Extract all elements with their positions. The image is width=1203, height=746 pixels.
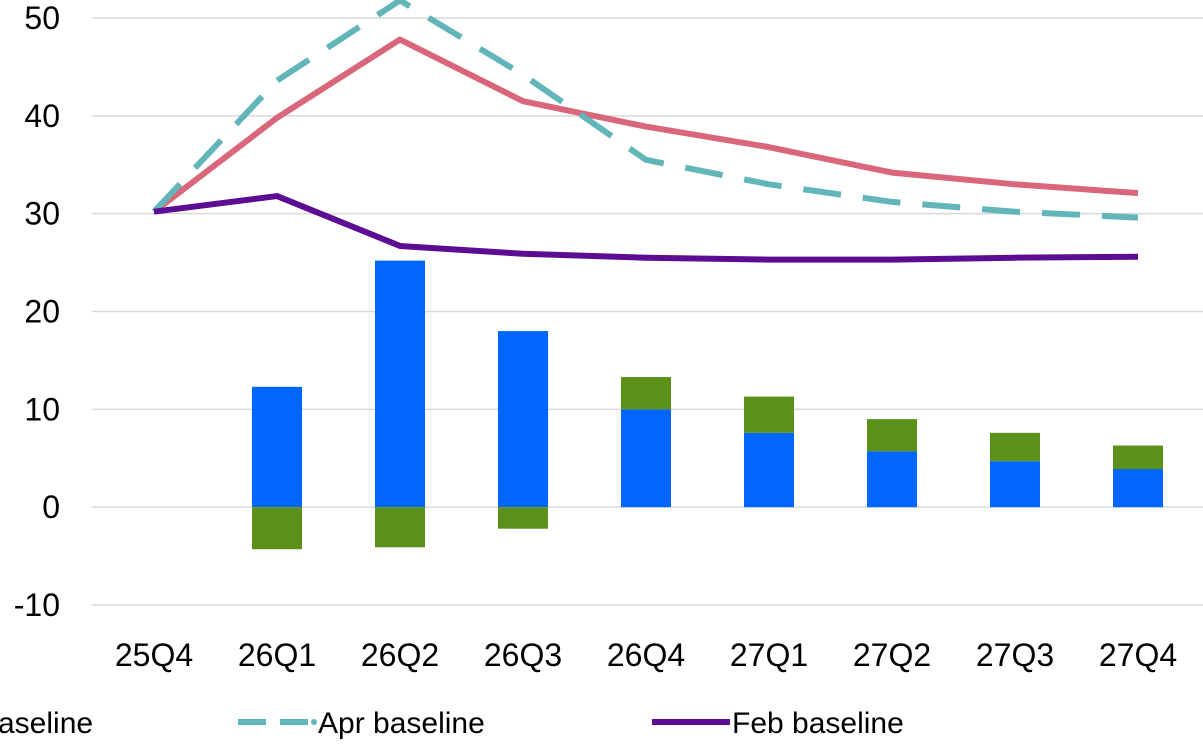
series-lines (151, 0, 1139, 263)
bar-segment (498, 331, 548, 508)
y-axis-ticks: -10 0 10 20 30 40 50 (14, 0, 60, 623)
bar-segment (867, 451, 917, 508)
x-tick-label: 25Q4 (115, 637, 193, 673)
bar-segment (498, 507, 548, 529)
x-tick-label: 26Q1 (238, 637, 316, 673)
bar-segment (252, 507, 302, 550)
legend-label: aseline (0, 707, 93, 740)
bars (252, 260, 1163, 550)
series-line (153, 193, 1139, 263)
y-tick-label: 40 (24, 98, 60, 134)
y-tick-label: 0 (42, 489, 60, 525)
bar-segment (990, 461, 1040, 508)
y-tick-label: 10 (24, 391, 60, 427)
x-tick-label: 26Q4 (607, 637, 685, 673)
legend-swatch-dot (311, 719, 317, 725)
bar-segment (621, 377, 671, 410)
x-tick-label: 26Q2 (361, 637, 439, 673)
x-tick-label: 26Q3 (484, 637, 562, 673)
y-tick-label: 20 (24, 294, 60, 330)
bar-segment (990, 432, 1040, 462)
x-tick-label: 27Q2 (853, 637, 931, 673)
series-line (152, 36, 1139, 215)
legend-label: Feb baseline (732, 707, 904, 740)
x-tick-label: 27Q1 (730, 637, 808, 673)
bar-segment (744, 432, 794, 508)
bar-segment (252, 386, 302, 508)
bar-segment (744, 396, 794, 433)
bar-segment (1113, 469, 1163, 508)
bar-segment (1113, 445, 1163, 470)
bar-segment (375, 507, 425, 548)
y-tick-label: 50 (24, 0, 60, 36)
x-tick-label: 27Q3 (976, 637, 1054, 673)
x-axis-ticks: 25Q4 26Q1 26Q2 26Q3 26Q4 27Q1 27Q2 27Q3 27Q4 (115, 637, 1177, 673)
bar-segment (867, 419, 917, 452)
bar-segment (375, 260, 425, 508)
y-tick-label: 30 (24, 196, 60, 232)
bar-segment (621, 409, 671, 508)
legend-label: Apr baseline (318, 707, 485, 740)
series-line (151, 0, 1139, 221)
y-tick-label: -10 (14, 587, 60, 623)
legend: aseline Apr baseline Feb baseline (0, 707, 904, 740)
x-tick-label: 27Q4 (1099, 637, 1177, 673)
